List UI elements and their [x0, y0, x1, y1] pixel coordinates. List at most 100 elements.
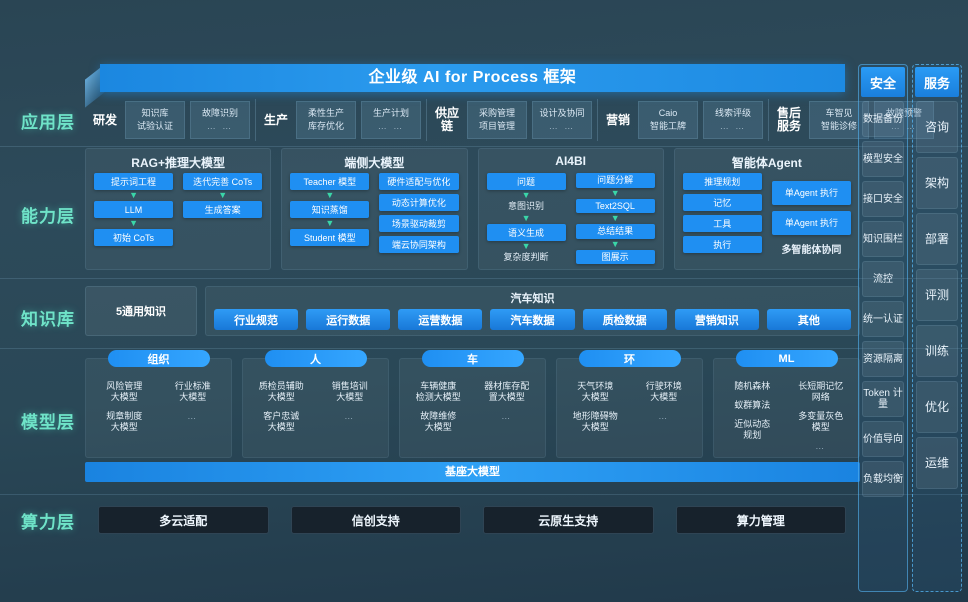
security-item[interactable]: 价值导向 — [862, 421, 904, 457]
compute-item[interactable]: 多云适配 — [98, 506, 269, 534]
app-cell[interactable]: 故障预警 … … — [874, 101, 934, 139]
model-item[interactable]: 风险管理 大模型 — [106, 381, 143, 402]
capability-node[interactable]: Text2SQL — [575, 198, 655, 213]
app-cell-line2: 试验认证 — [136, 121, 173, 131]
model-item[interactable]: 规章制度 大模型 — [106, 411, 143, 432]
app-cell[interactable]: 柔性生产 库存优化 — [296, 101, 356, 139]
service-item[interactable]: 训练 — [916, 325, 958, 377]
model-item[interactable]: 地形障碍物 大模型 — [572, 411, 618, 432]
security-item[interactable]: 知识围栏 — [862, 221, 904, 257]
model-card-pill[interactable]: 组织 — [107, 350, 210, 367]
capability-node[interactable]: 工具 — [682, 215, 762, 232]
service-item[interactable]: 优化 — [916, 381, 958, 433]
capability-node[interactable]: 提示词工程 — [94, 173, 174, 190]
capability-node[interactable]: 问题分解 — [575, 173, 655, 188]
capability-node[interactable]: Teacher 模型 — [290, 173, 370, 190]
model-item[interactable]: 行驶环境 大模型 — [645, 381, 682, 402]
model-item[interactable]: 行业标准 大模型 — [174, 381, 211, 402]
app-cell[interactable]: 线索评级 … … — [703, 101, 763, 139]
capability-node[interactable]: 生成答案 — [183, 201, 263, 218]
knowledge-chip[interactable]: 运行数据 — [306, 309, 391, 330]
capability-node[interactable]: Student 模型 — [290, 229, 370, 246]
model-card-pill[interactable]: ML — [735, 350, 838, 367]
model-card-pill[interactable]: 环 — [578, 350, 681, 367]
app-cell[interactable]: 生产计划 … … — [361, 101, 421, 139]
security-item[interactable]: 流控 — [862, 261, 904, 297]
app-cell[interactable]: 设计及协同 … … — [532, 101, 592, 139]
capability-node[interactable]: 动态计算优化 — [379, 194, 459, 211]
app-cell[interactable]: 车智见 智能诊修 — [809, 101, 869, 139]
capability-node[interactable]: 执行 — [682, 236, 762, 253]
model-item[interactable]: 天气环境 大模型 — [577, 381, 614, 402]
model-item[interactable]: 车辆健康 检测大模型 — [415, 381, 461, 402]
capability-node[interactable]: 知识蒸馏 — [290, 201, 370, 218]
knowledge-chip[interactable]: 行业规范 — [214, 309, 299, 330]
capability-node[interactable]: 总结结果 — [575, 224, 655, 239]
capability-node[interactable]: 单Agent 执行 — [771, 181, 851, 205]
security-item[interactable]: Token 计量 — [862, 381, 904, 417]
service-item[interactable]: 咨询 — [916, 101, 958, 153]
model-item[interactable]: … — [815, 441, 827, 451]
security-item[interactable]: 数据备份 — [862, 101, 904, 137]
security-item[interactable]: 模型安全 — [862, 141, 904, 177]
model-item[interactable]: 多变量灰色 模型 — [798, 411, 844, 432]
app-cell[interactable]: 采购管理 项目管理 — [467, 101, 527, 139]
compute-item[interactable]: 云原生支持 — [483, 506, 654, 534]
model-item[interactable]: 随机森林 — [734, 381, 771, 391]
model-item[interactable]: 客户忠诚 大模型 — [263, 411, 300, 432]
service-item[interactable]: 架构 — [916, 157, 958, 209]
model-item[interactable]: 蚁群算法 — [734, 400, 771, 410]
capability-node[interactable]: 端云协同架构 — [379, 236, 459, 253]
capability-node[interactable]: 记忆 — [682, 194, 762, 211]
capability-node[interactable]: 场景驱动裁剪 — [379, 215, 459, 232]
model-card-pill[interactable]: 车 — [421, 350, 524, 367]
knowledge-chip[interactable]: 质检数据 — [582, 309, 667, 330]
capability-node[interactable]: LLM — [94, 201, 174, 218]
model-card-pill[interactable]: 人 — [264, 350, 367, 367]
security-item[interactable]: 资源隔离 — [862, 341, 904, 377]
arrow-down-icon: ▼ — [325, 218, 335, 228]
model-item[interactable]: 器材库存配 置大模型 — [484, 381, 530, 402]
knowledge-chip[interactable]: 其他 — [766, 309, 851, 330]
capability-node[interactable]: 语义生成 — [486, 224, 566, 241]
arrow-down-icon: ▼ — [521, 190, 531, 200]
model-item[interactable]: 长短期记忆 网络 — [798, 381, 844, 402]
model-item[interactable]: … — [187, 411, 199, 421]
model-item[interactable]: 近似动态 规划 — [734, 419, 771, 440]
capability-col-right: 问题分解 ▼ Text2SQL ▼ 总结结果 ▼ 图展示 — [575, 173, 655, 264]
capability-node[interactable]: 初始 CoTs — [94, 229, 174, 246]
layer-label-knowledge: 知识库 — [21, 310, 75, 329]
app-group-cells: 采购管理 项目管理 设计及协同 … … — [467, 101, 592, 139]
knowledge-chip[interactable]: 运营数据 — [398, 309, 483, 330]
model-item[interactable]: 故障维修 大模型 — [420, 411, 457, 432]
service-item[interactable]: 评测 — [916, 269, 958, 321]
app-cell[interactable]: 故障识别 … … — [190, 101, 250, 139]
model-column: 质检员辅助 大模型 客户忠诚 大模型 — [249, 381, 314, 433]
model-item[interactable]: … — [344, 411, 356, 421]
model-item[interactable]: … — [658, 411, 670, 421]
knowledge-chip[interactable]: 汽车数据 — [490, 309, 575, 330]
compute-item[interactable]: 算力管理 — [675, 506, 846, 534]
arrow-down-icon: ▼ — [218, 190, 228, 200]
model-item[interactable]: 质检员辅助 大模型 — [258, 381, 304, 402]
capability-node[interactable]: 硬件适配与优化 — [379, 173, 459, 190]
app-cell[interactable]: 知识库 试验认证 — [125, 101, 185, 139]
app-cell-line1: 知识库 — [141, 108, 169, 118]
capability-node[interactable]: 图展示 — [575, 249, 655, 264]
capability-node[interactable]: 迭代完善 CoTs — [183, 173, 263, 190]
model-item[interactable]: 销售培训 大模型 — [331, 381, 368, 402]
security-item[interactable]: 接口安全 — [862, 181, 904, 217]
security-item[interactable]: 负载均衡 — [862, 461, 904, 497]
service-item[interactable]: 运维 — [916, 437, 958, 489]
capability-node[interactable]: 问题 — [486, 173, 566, 190]
capability-node[interactable]: 单Agent 执行 — [771, 211, 851, 235]
service-item[interactable]: 部署 — [916, 213, 958, 265]
model-item[interactable]: … — [501, 411, 513, 421]
knowledge-chip[interactable]: 营销知识 — [674, 309, 759, 330]
security-item[interactable]: 统一认证 — [862, 301, 904, 337]
app-cell[interactable]: Caio 智能工牌 — [638, 101, 698, 139]
app-group: 生产 柔性生产 库存优化 生产计划… … — [256, 99, 427, 141]
compute-item[interactable]: 信创支持 — [290, 506, 461, 534]
capability-node[interactable]: 推理规划 — [682, 173, 762, 190]
